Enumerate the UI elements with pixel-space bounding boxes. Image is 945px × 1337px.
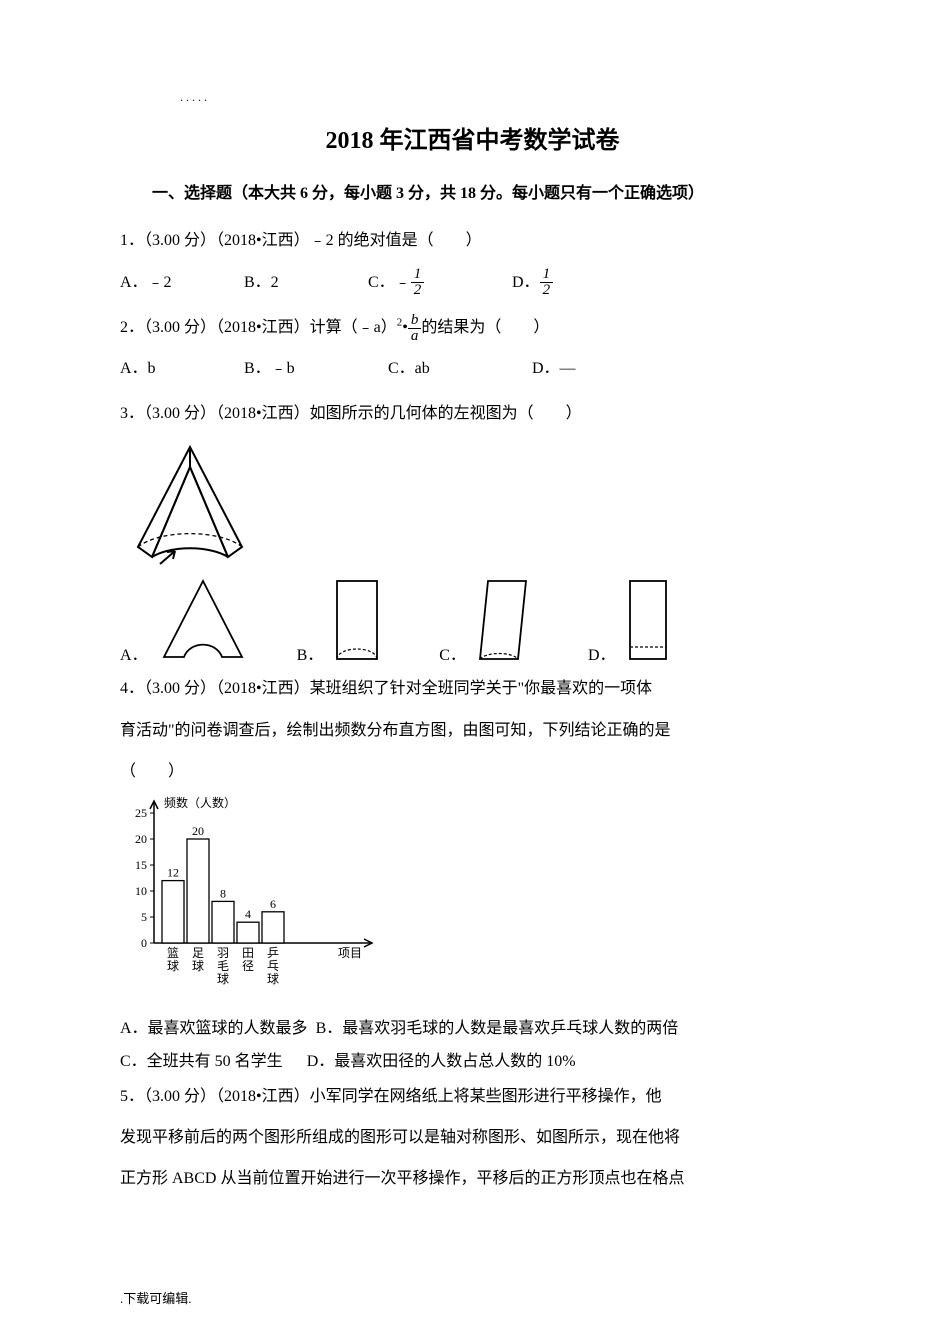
q1-opt-d: D．12 — [512, 265, 553, 300]
svg-text:篮: 篮 — [167, 945, 179, 960]
question-5-line2: 发现平移前后的两个图形所组成的图形可以是轴对称图形、如图所示，现在他将 — [120, 1120, 825, 1155]
frac-den: 2 — [540, 283, 554, 298]
frac-den: a — [408, 329, 422, 344]
footer-text: .下载可编辑. — [120, 1288, 192, 1307]
q2-frac: ba — [408, 313, 422, 344]
q1-opt-b: B．2 — [244, 265, 364, 300]
question-1: 1．（3.00 分）（2018•江西）﹣2 的绝对值是（ ） — [120, 223, 825, 258]
svg-text:0: 0 — [141, 936, 147, 950]
q3-opt-b-figure — [331, 575, 383, 665]
q2-part-c: 的结果为（ ） — [421, 319, 549, 336]
q3-opt-d-figure — [624, 575, 672, 665]
q3-opt-a-figure — [156, 575, 251, 665]
q3-main-figure — [120, 439, 825, 569]
question-5-line1: 5．（3.00 分）（2018•江西）小军同学在网络纸上将某些图形进行平移操作，… — [120, 1079, 825, 1114]
frac-num: 1 — [411, 267, 425, 283]
page-title: 2018 年江西省中考数学试卷 — [120, 120, 825, 155]
frac-num: b — [408, 313, 422, 329]
svg-text:球: 球 — [167, 959, 179, 973]
svg-text:20: 20 — [135, 832, 147, 846]
svg-text:球: 球 — [217, 972, 229, 986]
q1-opt-a: A．﹣2 — [120, 265, 240, 300]
q2-part-a: 2．（3.00 分）（2018•江西）计算（﹣a） — [120, 319, 397, 336]
q4-opt-b: B．最喜欢羽毛球的人数是最喜欢乒乓球人数的两倍 — [316, 1020, 679, 1037]
svg-text:8: 8 — [220, 886, 226, 900]
svg-text:10: 10 — [135, 884, 147, 898]
svg-text:6: 6 — [270, 897, 276, 911]
q3-opt-c-figure — [474, 575, 532, 665]
svg-text:25: 25 — [135, 806, 147, 820]
q2-opt-c: C．ab — [388, 351, 528, 386]
q1-c-prefix: C．﹣ — [368, 274, 411, 291]
question-3: 3．（3.00 分）（2018•江西）如图所示的几何体的左视图为（ ） — [120, 396, 825, 431]
question-2: 2．（3.00 分）（2018•江西）计算（﹣a）2•ba的结果为（ ） — [120, 310, 825, 345]
question-2-options: A．b B．﹣b C．ab D．— — [120, 351, 825, 386]
q2-opt-a: A．b — [120, 351, 240, 386]
q3-options-row: A． B． C． D． — [120, 575, 825, 665]
question-1-options: A．﹣2 B．2 C．﹣12 D．12 — [120, 265, 825, 300]
svg-text:田: 田 — [242, 946, 254, 960]
q2-opt-d: D．— — [532, 351, 576, 386]
svg-text:项目: 项目 — [338, 946, 362, 960]
svg-text:20: 20 — [192, 824, 204, 838]
svg-text:频数（人数）: 频数（人数） — [164, 795, 236, 810]
frac-num: 1 — [540, 267, 554, 283]
question-4-options: A．最喜欢篮球的人数最多 B．最喜欢羽毛球的人数是最喜欢乒乓球人数的两倍 C．全… — [120, 1012, 825, 1079]
svg-text:毛: 毛 — [217, 959, 229, 973]
svg-text:乒: 乒 — [267, 946, 279, 960]
svg-text:足: 足 — [192, 946, 204, 960]
q3-opt-d-label: D． — [588, 641, 616, 665]
q3-opt-b-label: B． — [297, 641, 324, 665]
question-5-line3: 正方形 ABCD 从当前位置开始进行一次平移操作，平移后的正方形顶点也在格点 — [120, 1161, 825, 1196]
header-marks: . . . . . — [180, 90, 825, 105]
svg-text:球: 球 — [192, 959, 204, 973]
q4-opt-a: A．最喜欢篮球的人数最多 — [120, 1020, 308, 1037]
q1-d-prefix: D． — [512, 274, 540, 291]
question-4-line1: 4．（3.00 分）（2018•江西）某班组织了针对全班同学关于"你最喜欢的一项… — [120, 671, 825, 706]
q4-opt-d: D．最喜欢田径的人数占总人数的 10% — [307, 1053, 576, 1070]
svg-text:球: 球 — [267, 972, 279, 986]
q1-opt-c: C．﹣12 — [368, 265, 508, 300]
svg-text:15: 15 — [135, 858, 147, 872]
q4-opt-c: C．全班共有 50 名学生 — [120, 1053, 283, 1070]
q1-d-frac: 12 — [540, 267, 554, 298]
q2-opt-b: B．﹣b — [244, 351, 384, 386]
svg-text:乓: 乓 — [267, 959, 279, 973]
question-4-line2: 育活动"的问卷调查后，绘制出频数分布直方图，由图可知，下列结论正确的是 — [120, 713, 825, 748]
svg-text:12: 12 — [167, 865, 179, 879]
q3-opt-c-label: C． — [439, 641, 466, 665]
q1-c-frac: 12 — [411, 267, 425, 298]
svg-text:5: 5 — [141, 910, 147, 924]
question-4-line3: （ ） — [120, 754, 825, 789]
svg-text:径: 径 — [242, 959, 254, 973]
svg-text:4: 4 — [245, 907, 251, 921]
frac-den: 2 — [411, 283, 425, 298]
section-1-header: 一、选择题（本大共 6 分，每小题 3 分，共 18 分。每小题只有一个正确选项… — [120, 179, 825, 209]
q4-chart: 0510152025频数（人数）项目12篮球20足球8羽毛球4田径6乒乓球 — [120, 795, 825, 1000]
frequency-bar-chart: 0510152025频数（人数）项目12篮球20足球8羽毛球4田径6乒乓球 — [120, 795, 380, 995]
geometry-solid-icon — [120, 439, 260, 569]
svg-text:羽: 羽 — [217, 946, 229, 960]
q3-opt-a-label: A． — [120, 641, 148, 665]
